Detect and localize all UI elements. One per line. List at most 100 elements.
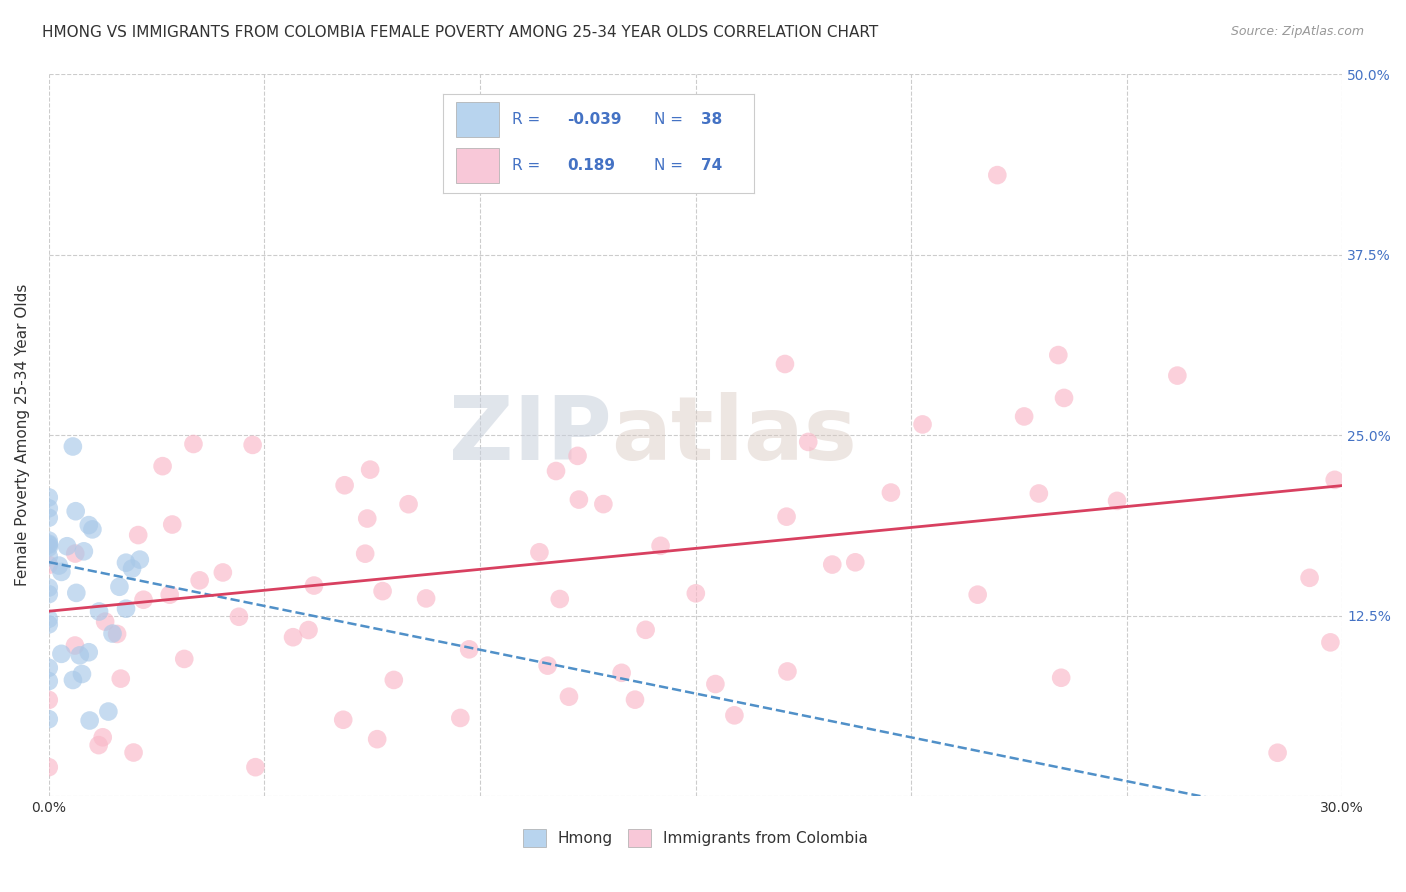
Point (51, 565, 73, 579)
Point (38, 587, 60, 601)
Point (82, 522, 104, 536)
Point (69, 648, 91, 663)
Y-axis label: Female Poverty Among 25-34 Year Olds: Female Poverty Among 25-34 Year Olds (15, 284, 30, 586)
Text: Source: ZipAtlas.com: Source: ZipAtlas.com (1230, 25, 1364, 38)
Point (558, 690, 581, 704)
Point (65, 547, 87, 561)
Text: atlas: atlas (612, 392, 858, 478)
Point (568, 492, 591, 507)
Point (77, 518, 100, 533)
Point (159, 588, 181, 602)
Point (38, 558, 60, 572)
Point (1267, 746, 1289, 760)
Point (97, 705, 120, 719)
Point (624, 692, 647, 706)
Point (536, 658, 558, 673)
Point (63, 639, 86, 653)
Legend: Hmong, Immigrants from Colombia: Hmong, Immigrants from Colombia (516, 822, 875, 854)
Point (38, 491, 60, 505)
Point (1298, 571, 1320, 585)
Point (108, 580, 131, 594)
Point (38, 617, 60, 632)
Point (62, 440, 84, 454)
Point (354, 547, 377, 561)
Point (188, 574, 211, 588)
Point (91, 731, 114, 745)
Point (821, 558, 844, 572)
Point (228, 609, 250, 624)
Point (105, 627, 128, 641)
Point (592, 497, 614, 511)
Point (1050, 671, 1073, 685)
Point (162, 517, 184, 532)
Point (152, 459, 174, 474)
Point (242, 438, 264, 452)
Point (38, 581, 60, 595)
Point (128, 552, 150, 566)
Point (51, 647, 73, 661)
Point (38, 674, 60, 689)
Point (101, 626, 124, 640)
Point (302, 578, 325, 592)
Point (281, 630, 304, 644)
Point (1319, 635, 1341, 649)
Point (38, 510, 60, 524)
Point (773, 357, 796, 371)
Point (38, 712, 60, 726)
Point (183, 437, 205, 451)
Point (544, 464, 567, 478)
Point (211, 566, 233, 580)
Point (704, 677, 727, 691)
Point (986, 168, 1008, 182)
Point (610, 665, 633, 680)
Point (79, 714, 101, 728)
Point (333, 478, 356, 492)
Point (65, 586, 87, 600)
Point (115, 556, 138, 570)
Point (38, 538, 60, 552)
Point (38, 760, 60, 774)
Point (966, 588, 988, 602)
Point (776, 665, 799, 679)
Point (121, 561, 143, 575)
Point (548, 592, 571, 607)
Point (48, 558, 70, 573)
Point (110, 672, 132, 686)
Point (880, 485, 903, 500)
Point (1107, 494, 1129, 508)
Point (366, 732, 388, 747)
Point (115, 601, 138, 615)
Point (1166, 368, 1188, 383)
Point (127, 528, 149, 542)
Point (685, 586, 707, 600)
Point (38, 501, 60, 516)
Point (38, 693, 60, 707)
Point (70, 667, 93, 681)
Point (87, 738, 110, 752)
Point (911, 417, 934, 432)
Point (634, 623, 657, 637)
Point (297, 623, 319, 637)
Point (38, 541, 60, 555)
Point (87, 605, 110, 619)
Text: ZIP: ZIP (449, 392, 612, 478)
Point (56, 539, 79, 553)
Point (1047, 348, 1070, 362)
Point (38, 549, 60, 564)
Point (77, 645, 100, 659)
Point (173, 652, 195, 666)
Point (122, 746, 145, 760)
Point (1028, 486, 1050, 500)
Point (529, 545, 551, 559)
Point (356, 511, 378, 525)
Point (797, 434, 820, 449)
Point (371, 584, 394, 599)
Point (73, 544, 96, 558)
Point (65, 504, 87, 518)
Point (1323, 473, 1346, 487)
Point (94, 615, 117, 629)
Point (650, 539, 672, 553)
Point (382, 673, 405, 687)
Point (38, 537, 60, 551)
Point (1012, 409, 1035, 424)
